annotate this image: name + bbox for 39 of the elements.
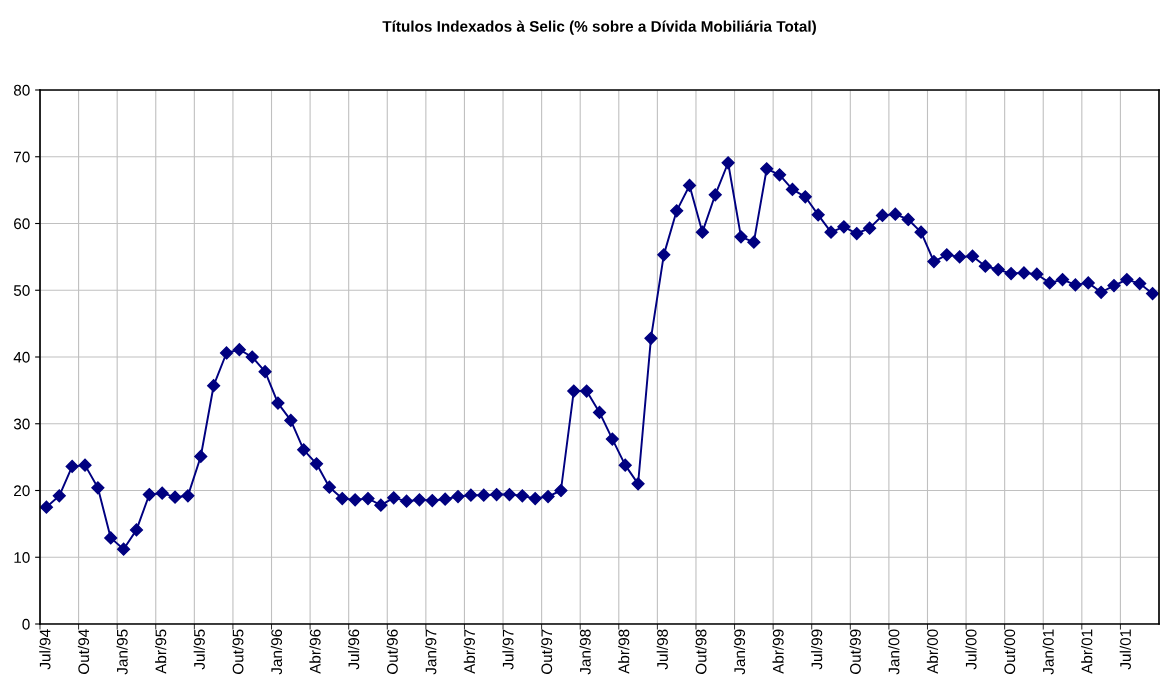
- y-tick-label: 40: [13, 351, 30, 363]
- x-tick-label: Jan/01: [1042, 629, 1054, 675]
- y-tick-label: 50: [13, 285, 30, 296]
- x-tick-label: Jan/99: [733, 629, 746, 675]
- chart-title: Títulos Indexados à Selic (% sobre a Dívida Mobiliária Total): [382, 20, 816, 35]
- y-tick-label: 60: [14, 218, 30, 230]
- x-tick-label: Jan/95: [116, 629, 128, 675]
- x-tick-label: Jul/96: [348, 629, 360, 670]
- x-tick-label: Out/00: [1003, 629, 1016, 674]
- y-tick-label: 80: [13, 84, 30, 96]
- x-tick-label: Out/95: [232, 629, 244, 674]
- x-tick-label: Jul/00: [965, 629, 977, 670]
- x-tick-label: Abr/01: [1081, 629, 1093, 674]
- x-tick-label: Jul/01: [1119, 629, 1131, 670]
- x-tick-label: Abr/97: [463, 629, 475, 674]
- y-tick-label: 0: [22, 618, 30, 630]
- x-tick-label: Out/96: [386, 629, 398, 674]
- y-tick-label: 20: [14, 485, 30, 497]
- x-tick-label: Jan/00: [888, 629, 900, 675]
- y-tick-label: 30: [13, 418, 30, 430]
- x-tick-label: Jul/94: [39, 629, 51, 670]
- x-tick-label: Abr/99: [772, 629, 784, 674]
- x-tick-label: Jul/95: [193, 629, 205, 670]
- x-tick-label: Jul/97: [502, 629, 514, 670]
- x-tick-label: Jan/96: [270, 629, 283, 675]
- x-tick-label: Jul/99: [811, 629, 823, 670]
- x-tick-label: Abr/00: [926, 629, 939, 674]
- x-tick-label: Abr/98: [618, 629, 630, 674]
- x-tick-label: Out/98: [695, 629, 707, 674]
- x-tick-label: Out/97: [540, 629, 553, 674]
- x-tick-label: Jan/98: [579, 629, 591, 675]
- y-tick-label: 70: [14, 151, 30, 163]
- x-tick-label: Jan/97: [425, 629, 437, 675]
- x-tick-label: Out/94: [77, 629, 90, 674]
- x-tick-label: Out/99: [849, 629, 861, 674]
- x-tick-label: Abr/95: [155, 629, 167, 674]
- y-tick-label: 10: [14, 552, 30, 563]
- x-tick-label: Jul/98: [656, 629, 668, 670]
- x-tick-label: Abr/96: [309, 629, 321, 674]
